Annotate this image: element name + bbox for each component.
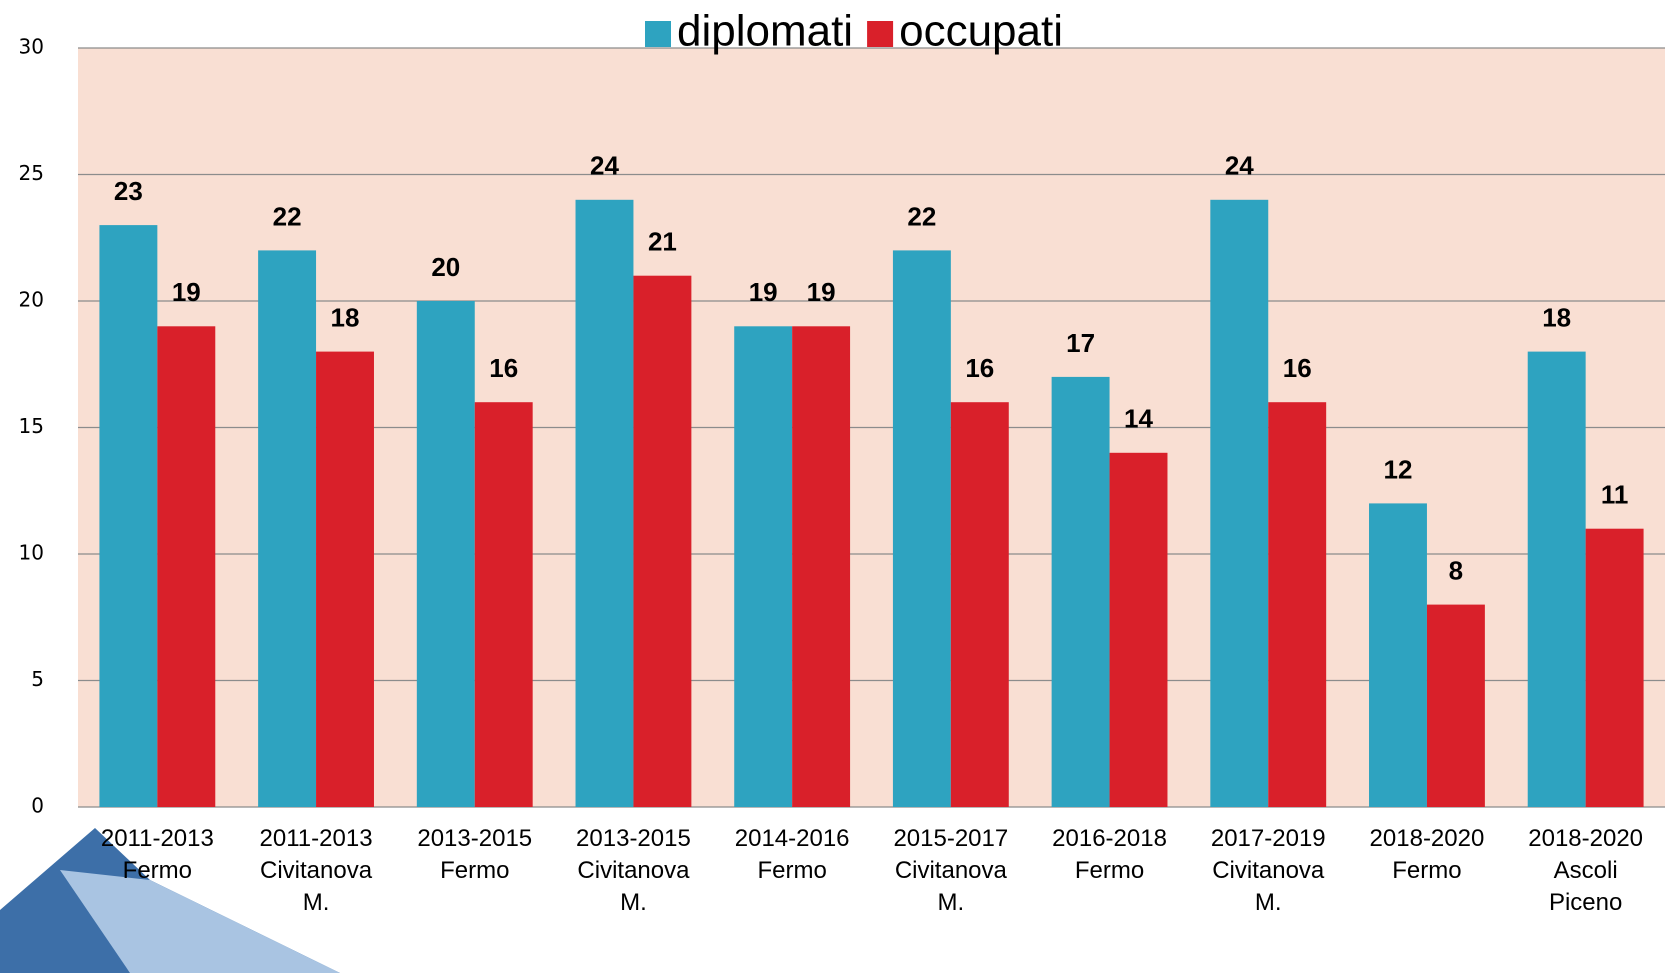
bar [1586, 529, 1644, 807]
x-tick-label-line: Civitanova [895, 857, 1008, 884]
x-tick-label: 2015-2017 Civitanova M. [893, 825, 1008, 916]
y-tick-label: 5 [31, 667, 44, 691]
x-tick-label-line: M. [938, 889, 965, 916]
value-label: 16 [965, 353, 994, 383]
x-tick-label-line: Civitanova [260, 857, 373, 884]
bar [1427, 605, 1485, 807]
y-tick-label: 20 [19, 288, 44, 312]
bar [258, 250, 316, 807]
x-tick-label: 2011-2013 Civitanova M. [260, 825, 373, 916]
value-label: 20 [431, 252, 460, 282]
x-tick-label-line: Civitanova [1212, 857, 1325, 884]
legend-swatch [645, 21, 671, 47]
value-label: 24 [590, 151, 619, 181]
x-tick-label-line: 2018-2020 [1528, 825, 1643, 852]
value-label: 14 [1124, 404, 1153, 434]
x-tick-label-line: Ascoli [1554, 857, 1618, 884]
x-tick-label-line: M. [1255, 889, 1282, 916]
value-label: 12 [1384, 454, 1413, 484]
bar [1110, 453, 1168, 807]
value-label: 18 [1542, 302, 1571, 332]
value-label: 19 [807, 277, 836, 307]
value-label: 16 [489, 353, 518, 383]
x-tick-label-line: 2016-2018 [1052, 825, 1167, 852]
bar [157, 326, 215, 807]
y-tick-label: 15 [19, 414, 44, 438]
bar [893, 250, 951, 807]
y-tick-label: 25 [19, 161, 44, 185]
bar [417, 301, 475, 807]
bar [99, 225, 157, 807]
value-label: 22 [907, 201, 936, 231]
value-label: 16 [1283, 353, 1312, 383]
x-tick-label-line: M. [303, 889, 330, 916]
x-tick-label-line: Fermo [757, 857, 826, 884]
value-label: 19 [749, 277, 778, 307]
x-tick-label-line: 2011-2013 [260, 825, 373, 852]
x-tick-label-line: Civitanova [577, 857, 690, 884]
bar [792, 326, 850, 807]
bar [576, 200, 634, 807]
y-tick-label: 10 [19, 541, 44, 565]
bar [633, 276, 691, 807]
x-tick-label: 2018-2020 Fermo [1370, 825, 1485, 884]
value-label: 23 [114, 176, 143, 206]
x-tick-label-line: Fermo [1392, 857, 1461, 884]
value-label: 8 [1449, 555, 1463, 585]
x-tick-label-line: M. [620, 889, 647, 916]
x-tick-label-line: Fermo [1075, 857, 1144, 884]
legend-swatch [867, 21, 893, 47]
bar [734, 326, 792, 807]
value-label: 21 [648, 227, 677, 257]
value-label: 17 [1066, 328, 1095, 358]
value-label: 24 [1225, 151, 1254, 181]
legend-label: occupati [899, 7, 1063, 56]
y-tick-label: 30 [19, 35, 44, 59]
x-tick-label-line: 2015-2017 [893, 825, 1008, 852]
x-tick-label: 2013-2015 Civitanova M. [576, 825, 691, 916]
x-tick-label-line: Fermo [123, 857, 192, 884]
bar [1210, 200, 1268, 807]
x-tick-label: 2013-2015 Fermo [417, 825, 532, 884]
value-label: 11 [1601, 480, 1629, 510]
bar [1528, 352, 1586, 807]
x-tick-label-line: 2013-2015 [417, 825, 532, 852]
x-tick-label: 2018-2020 Ascoli Piceno [1528, 825, 1643, 916]
value-label: 18 [331, 302, 360, 332]
bar [951, 402, 1009, 807]
x-tick-label-line: Fermo [440, 857, 509, 884]
bar [316, 352, 374, 807]
bar [475, 402, 533, 807]
legend-label: diplomati [677, 7, 853, 56]
x-tick-label-line: 2013-2015 [576, 825, 691, 852]
bar [1052, 377, 1110, 807]
x-tick-label: 2016-2018 Fermo [1052, 825, 1167, 884]
x-tick-label-line: 2014-2016 [735, 825, 850, 852]
value-label: 22 [273, 201, 302, 231]
x-tick-label-line: 2017-2019 [1211, 825, 1326, 852]
x-tick-label: 2017-2019 Civitanova M. [1211, 825, 1326, 916]
y-tick-label: 0 [31, 794, 44, 818]
bar [1369, 503, 1427, 807]
chart: 0 5 10 15 20 25 30 2011-2013 Fermo 23 19 2011-2013 C… [0, 0, 1665, 973]
x-tick-label-line: Piceno [1549, 889, 1622, 916]
x-tick-label: 2014-2016 Fermo [735, 825, 850, 884]
x-tick-label-line: 2018-2020 [1370, 825, 1485, 852]
x-tick-label-line: 2011-2013 [101, 825, 214, 852]
value-label: 19 [172, 277, 201, 307]
bar [1268, 402, 1326, 807]
